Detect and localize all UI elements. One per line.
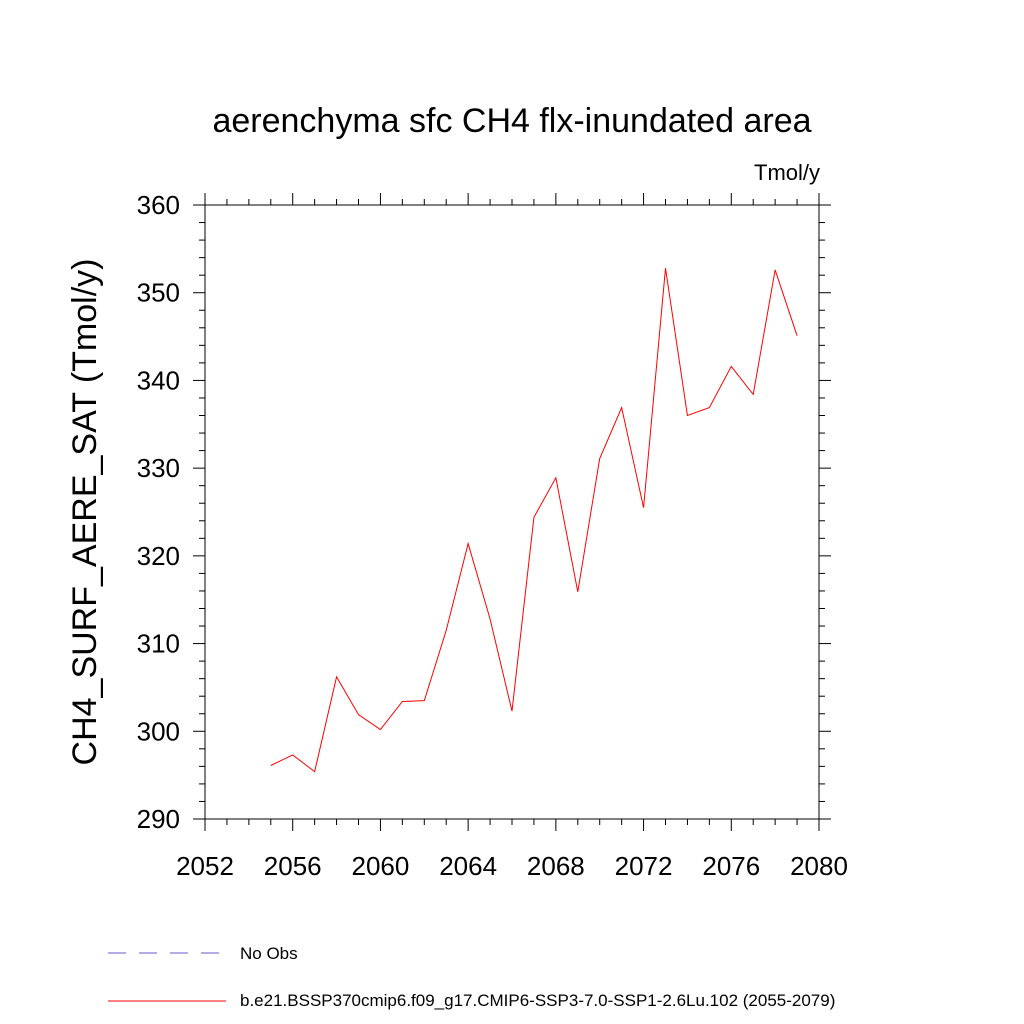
x-tick-label: 2056 bbox=[264, 851, 322, 881]
x-tick-label: 2064 bbox=[439, 851, 497, 881]
x-tick-label: 2076 bbox=[702, 851, 760, 881]
x-tick-label: 2080 bbox=[790, 851, 848, 881]
units-label: Tmol/y bbox=[754, 160, 820, 185]
axis-ticks bbox=[193, 193, 831, 831]
plot-frame bbox=[204, 204, 820, 820]
y-tick-label: 330 bbox=[137, 453, 180, 483]
x-tick-label: 2052 bbox=[176, 851, 234, 881]
y-tick-label: 290 bbox=[137, 804, 180, 834]
legend-label-no-obs: No Obs bbox=[240, 944, 298, 963]
y-tick-label: 310 bbox=[137, 629, 180, 659]
x-tick-label: 2072 bbox=[615, 851, 673, 881]
y-tick-label: 360 bbox=[137, 190, 180, 220]
y-tick-label: 340 bbox=[137, 365, 180, 395]
y-tick-label: 300 bbox=[137, 716, 180, 746]
x-tick-label: 2068 bbox=[527, 851, 585, 881]
series-line bbox=[270, 268, 798, 773]
axis-tick-labels: 2052 2056 2060 2064 2068 2072 2076 2080 290 300 31… bbox=[137, 190, 848, 881]
legend: No Obs b.e21.BSSP370cmip6.f09_g17.CMIP6-… bbox=[108, 944, 835, 1010]
y-tick-label: 320 bbox=[137, 541, 180, 571]
x-tick-label: 2060 bbox=[352, 851, 410, 881]
series-layer bbox=[270, 268, 798, 773]
legend-label-model-run: b.e21.BSSP370cmip6.f09_g17.CMIP6-SSP3-7.… bbox=[240, 991, 835, 1010]
y-axis-label: CH4_SURF_AERE_SAT (Tmol/y) bbox=[66, 259, 104, 766]
chart-title: aerenchyma sfc CH4 flx-inundated area bbox=[212, 102, 811, 140]
y-tick-label: 350 bbox=[137, 278, 180, 308]
